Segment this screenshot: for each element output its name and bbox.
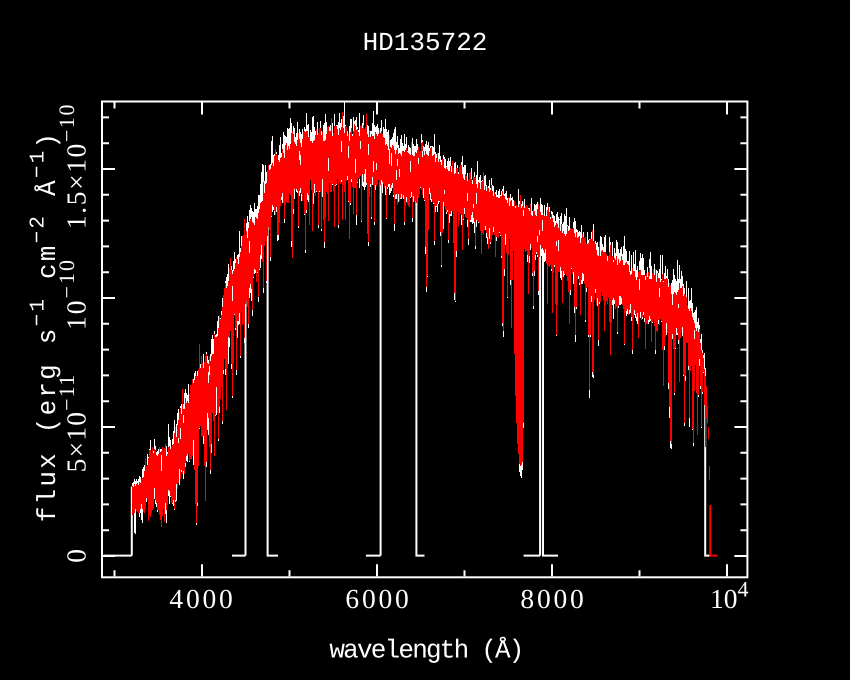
- svg-text:6000: 6000: [345, 583, 411, 614]
- svg-text:HD135722: HD135722: [363, 28, 488, 58]
- svg-text:0: 0: [60, 549, 91, 563]
- svg-text:flux (erg s−1 cm−2 Å−1): flux (erg s−1 cm−2 Å−1): [28, 131, 63, 523]
- svg-text:wavelength (Å): wavelength (Å): [329, 636, 522, 666]
- svg-text:4000: 4000: [169, 583, 235, 614]
- svg-text:104: 104: [710, 577, 749, 614]
- svg-text:8000: 8000: [520, 583, 586, 614]
